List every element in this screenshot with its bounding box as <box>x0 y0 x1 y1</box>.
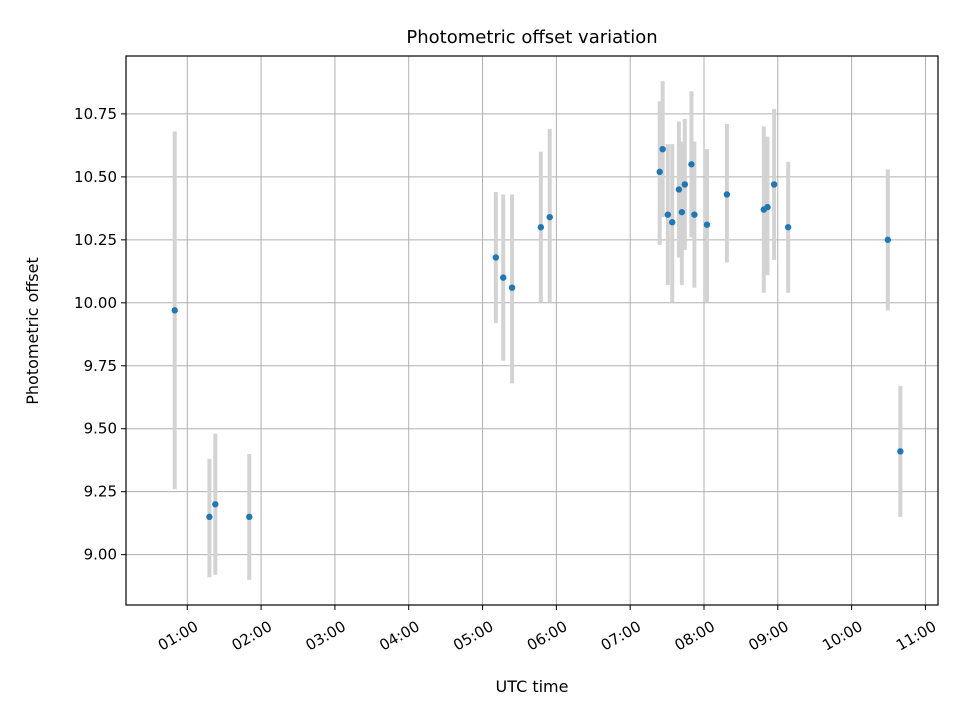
data-point <box>688 161 695 168</box>
data-point <box>897 448 904 455</box>
data-points <box>171 145 904 521</box>
x-axis-title: UTC time <box>496 677 569 696</box>
data-point <box>669 219 676 226</box>
data-point <box>884 236 892 244</box>
data-point <box>500 274 507 281</box>
y-axis-ticks: 9.00 9.25 9.50 9.75 10.00 10.25 10.50 10.75 <box>74 105 126 564</box>
error-bars <box>172 81 903 580</box>
x-tick-label: 01:00 <box>155 617 201 654</box>
x-tick-label: 11:00 <box>893 617 939 654</box>
x-tick-label: 03:00 <box>302 617 348 654</box>
y-tick-label: 10.75 <box>74 105 117 123</box>
y-tick-label: 10.50 <box>74 168 117 186</box>
chart-title: Photometric offset variation <box>406 27 657 48</box>
y-tick-label: 9.75 <box>84 357 117 375</box>
data-point <box>664 211 672 218</box>
y-tick-label: 10.25 <box>74 231 117 249</box>
data-point <box>691 211 698 218</box>
y-tick-label: 9.25 <box>84 483 117 501</box>
x-tick-label: 08:00 <box>672 617 718 654</box>
data-point <box>659 145 666 153</box>
grid-lines <box>126 56 938 605</box>
data-point <box>764 203 771 211</box>
y-tick-label: 10.00 <box>74 294 117 312</box>
data-point <box>678 208 686 216</box>
x-axis-ticks: 01:00 02:00 03:00 04:00 05:00 06:00 07:00 08:00… <box>155 605 939 654</box>
data-point <box>492 254 500 261</box>
x-tick-label: 04:00 <box>376 617 422 654</box>
data-point <box>537 224 545 231</box>
y-tick-label: 9.00 <box>84 546 117 564</box>
plot-area-frame <box>125 55 939 606</box>
data-point <box>675 186 683 193</box>
data-point <box>246 513 253 521</box>
data-point <box>546 213 553 221</box>
data-point <box>784 224 792 231</box>
data-point <box>681 181 689 188</box>
data-point <box>723 191 731 198</box>
data-point <box>171 307 178 314</box>
y-tick-label: 9.50 <box>84 420 117 438</box>
x-tick-label: 09:00 <box>745 617 791 654</box>
data-point <box>508 284 516 291</box>
data-point <box>212 501 219 508</box>
data-point <box>770 181 778 188</box>
data-point <box>703 221 711 228</box>
x-tick-label: 06:00 <box>524 617 570 654</box>
x-tick-label: 02:00 <box>229 617 275 654</box>
x-tick-label: 05:00 <box>450 617 496 654</box>
x-tick-label: 07:00 <box>598 617 644 654</box>
data-point <box>206 513 213 521</box>
data-point <box>656 168 663 176</box>
y-axis-title: Photometric offset <box>23 257 42 405</box>
x-tick-label: 10:00 <box>819 617 865 654</box>
